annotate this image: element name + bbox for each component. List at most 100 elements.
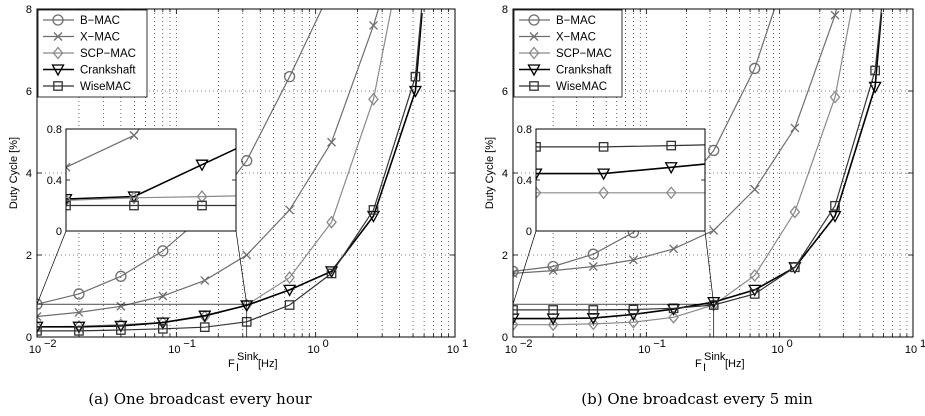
legend-marker [528, 46, 540, 60]
data-point [156, 317, 170, 330]
legend-marker [51, 64, 65, 77]
data-point [868, 81, 882, 94]
data-point [37, 320, 43, 334]
inset-y-tick-label: 0.8 [517, 124, 532, 136]
inset-data-point [598, 186, 609, 200]
data-point [116, 325, 126, 335]
inset-data-point [664, 162, 678, 175]
legend-label: SCP−MAC [80, 48, 136, 60]
data-point [830, 200, 840, 211]
data-point [828, 210, 842, 223]
inset-data-point [129, 200, 139, 211]
zoom-connector [512, 230, 537, 305]
data-point [587, 248, 599, 260]
inset-data-point [597, 168, 611, 181]
data-point [241, 155, 253, 167]
legend: B−MAC X−MAC SCP−MAC Crankshaft WiseMAC [37, 9, 148, 98]
data-point [326, 268, 337, 279]
inset-y-tick-label: 0 [56, 226, 62, 238]
x-axis-label-sub: I [703, 362, 706, 374]
y-tick-label: 2 [502, 250, 508, 262]
data-point [749, 62, 761, 75]
x-axis-label-main: F [228, 358, 235, 370]
data-point [830, 10, 840, 20]
data-point [749, 268, 761, 283]
inset-data-point [665, 186, 677, 200]
data-point [513, 318, 519, 332]
data-point [790, 262, 800, 273]
data-point [669, 244, 679, 254]
inset-data-point [129, 130, 139, 140]
data-point [829, 90, 841, 104]
inset-data-point [128, 191, 140, 205]
data-point [283, 71, 296, 83]
data-point [707, 296, 721, 309]
data-point [870, 65, 880, 76]
legend-label: X−MAC [556, 32, 596, 44]
series-line [37, 9, 380, 318]
inset-data-point [66, 162, 71, 172]
x-tick-label: 10 [168, 344, 180, 356]
y-tick-label: 0 [502, 332, 508, 344]
legend-marker [529, 32, 539, 41]
inset-background [536, 129, 705, 231]
data-point [157, 323, 168, 334]
inset-data-point [197, 200, 207, 211]
x-tick-exponent: −1 [183, 338, 196, 350]
data-point [708, 144, 720, 157]
data-point [74, 307, 84, 317]
inset-series-line [536, 144, 705, 148]
caption-a: (a) One broadcast every hour [88, 390, 312, 408]
inset-data-point [536, 186, 542, 200]
legend-marker [52, 14, 64, 26]
y-tick-label: 2 [26, 250, 32, 262]
data-point [116, 301, 126, 311]
data-point [588, 262, 598, 271]
x-tick-exponent: 0 [787, 338, 793, 350]
data-point [513, 265, 519, 278]
inset-frame [65, 128, 237, 232]
data-point [668, 310, 679, 324]
zoom-connector [36, 230, 67, 305]
inset-data-point [598, 141, 609, 152]
inset-series-line [66, 148, 236, 200]
legend-label: WiseMAC [80, 81, 131, 93]
data-point [366, 210, 381, 223]
inset-y-tick-label: 0.4 [517, 175, 532, 187]
inset-background [66, 129, 236, 231]
x-tick-exponent: 0 [323, 338, 329, 350]
data-point [709, 225, 719, 235]
data-point [548, 305, 558, 315]
data-point [73, 288, 85, 300]
data-point [284, 300, 295, 310]
data-point [200, 275, 210, 285]
data-point [547, 318, 559, 332]
data-point [368, 205, 379, 215]
series-line [513, 9, 853, 326]
x-tick-exponent: 1 [920, 338, 925, 350]
data-point [628, 315, 639, 329]
y-tick-label: 6 [502, 86, 508, 98]
zoom-region [36, 303, 248, 338]
zoom-connector [235, 230, 248, 305]
inset-series-layer [536, 140, 705, 200]
legend-marker [53, 81, 63, 91]
zoom-indicator [36, 230, 248, 338]
inset-y-tick-label: 0.4 [47, 175, 62, 187]
legend-label: Crankshaft [556, 65, 612, 77]
x-axis-label-sub: I [236, 362, 239, 374]
data-point [369, 20, 378, 30]
inset-series-line [536, 163, 705, 175]
inset-data-point [536, 141, 541, 152]
data-point [74, 325, 84, 336]
data-point [513, 313, 520, 326]
zoom-indicator [512, 230, 715, 338]
inset-data-point [666, 140, 677, 151]
data-point [513, 268, 518, 278]
inset-data-point [66, 193, 72, 207]
x-axis-label-unit: [Hz] [725, 358, 745, 370]
inset-data-point [198, 51, 206, 59]
legend-label: Crankshaft [80, 65, 136, 77]
